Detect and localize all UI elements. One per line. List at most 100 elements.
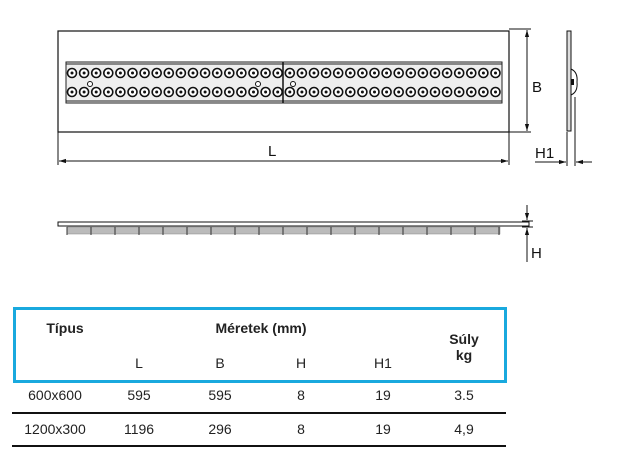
grate-hole-center xyxy=(82,90,86,94)
grate-hole-center xyxy=(155,90,159,94)
grate-hole-center xyxy=(457,71,461,75)
grate-hole-center xyxy=(203,90,207,94)
grate-hole-center xyxy=(94,71,98,75)
grate-hole-center xyxy=(312,90,316,94)
header-weight: Súly xyxy=(449,331,479,347)
grate-hole-center xyxy=(324,71,328,75)
header-b: B xyxy=(215,355,225,371)
grate-hole-center xyxy=(264,90,268,94)
header-dimensions: Méretek (mm) xyxy=(215,320,307,336)
side-view: H1 xyxy=(535,30,592,166)
grate-hole-center xyxy=(239,90,243,94)
grate-hole-center xyxy=(167,71,171,75)
grate-hole-center xyxy=(276,71,280,75)
grate-hole-center xyxy=(131,90,134,94)
grate-hole-center xyxy=(179,71,183,75)
grate-hole-center xyxy=(481,90,485,94)
table-cell: 8 xyxy=(297,421,305,437)
front-view xyxy=(57,30,510,133)
label-b: B xyxy=(532,79,542,96)
grate-hole-center xyxy=(312,71,316,75)
grate-hole-center xyxy=(469,71,473,75)
grate-hole-center xyxy=(288,90,292,94)
grate-hole-center xyxy=(215,71,219,75)
grate-hole-center xyxy=(179,90,183,94)
grate-hole-center xyxy=(336,90,340,94)
grate-hole-center xyxy=(167,90,171,94)
dimension-l: L xyxy=(57,132,510,165)
grate-hole-center xyxy=(445,71,449,75)
header-l: L xyxy=(135,355,143,371)
grate-hole-center xyxy=(82,71,86,75)
mounting-hole xyxy=(290,81,296,87)
label-l: L xyxy=(268,143,276,160)
grate-hole-center xyxy=(494,71,497,75)
grate-hole-center xyxy=(373,90,376,94)
row-divider xyxy=(12,412,506,414)
grate-hole-center xyxy=(143,90,147,94)
row-divider xyxy=(12,445,506,447)
table-cell: 19 xyxy=(375,387,391,403)
grate-hole-center xyxy=(191,71,195,75)
grate-hole-center xyxy=(457,90,461,94)
grate-hole-center xyxy=(409,90,413,94)
label-h1: H1 xyxy=(535,145,554,162)
grate-hole-center xyxy=(252,71,255,75)
grate-hole-center xyxy=(70,71,74,75)
grate-hole-center xyxy=(373,71,376,75)
table-cell: 8 xyxy=(297,387,305,403)
grate-hole-center xyxy=(300,90,304,94)
grate-hole-center xyxy=(421,71,425,75)
grate-hole-center xyxy=(445,90,449,94)
grate-hole-center xyxy=(324,90,328,94)
grate-hole-center xyxy=(433,90,437,94)
grate-hole-center xyxy=(106,90,110,94)
header-weight-unit: kg xyxy=(455,347,473,363)
grate-hole-center xyxy=(288,71,292,75)
header-type: Típus xyxy=(46,320,84,336)
grate-hole-center xyxy=(215,90,219,94)
grate-hole-center xyxy=(203,71,207,75)
grate-hole-center xyxy=(106,71,110,75)
dimension-b: B xyxy=(509,28,542,133)
grate-hole-center xyxy=(264,71,268,75)
grate-hole-center xyxy=(397,90,401,94)
header-h1: H1 xyxy=(374,355,392,371)
table-cell: 595 xyxy=(208,387,232,403)
grate-hole-center xyxy=(494,90,497,94)
grate-hole-center xyxy=(276,90,280,94)
grate-hole-center xyxy=(360,90,364,94)
grate-hole-center xyxy=(481,71,485,75)
grate-hole-center xyxy=(469,90,473,94)
grate-hole-center xyxy=(239,71,243,75)
grate-hole-center xyxy=(433,71,437,75)
grate-hole-center xyxy=(143,71,147,75)
grate-hole-center xyxy=(336,71,340,75)
grate-hole-center xyxy=(252,90,255,94)
table-header-box xyxy=(13,307,507,383)
table-cell: 4,9 xyxy=(454,421,474,437)
grate-hole-center xyxy=(155,71,159,75)
table-cell: 296 xyxy=(208,421,232,437)
grate-hole-center xyxy=(421,90,425,94)
table-cell: 19 xyxy=(375,421,391,437)
table-cell: 1200x300 xyxy=(24,421,86,437)
grate-hole-center xyxy=(131,71,134,75)
table-cell: 595 xyxy=(127,387,151,403)
grate-hole-center xyxy=(348,71,352,75)
table-cell: 3.5 xyxy=(454,387,474,403)
grate-hole-center xyxy=(397,71,401,75)
table-cell: 600x600 xyxy=(28,387,82,403)
mounting-hole xyxy=(255,81,261,87)
grate-hole-center xyxy=(118,90,122,94)
grate-hole-center xyxy=(227,71,231,75)
table-cell: 1196 xyxy=(123,421,155,437)
grate-hole-center xyxy=(191,90,195,94)
grate-hole-center xyxy=(409,71,413,75)
grate-hole-center xyxy=(70,90,74,94)
header-h: H xyxy=(295,355,307,371)
grate-hole-center xyxy=(227,90,231,94)
grate-hole-center xyxy=(118,71,122,75)
grate-hole-center xyxy=(348,90,352,94)
grate-hole-center xyxy=(385,90,389,94)
